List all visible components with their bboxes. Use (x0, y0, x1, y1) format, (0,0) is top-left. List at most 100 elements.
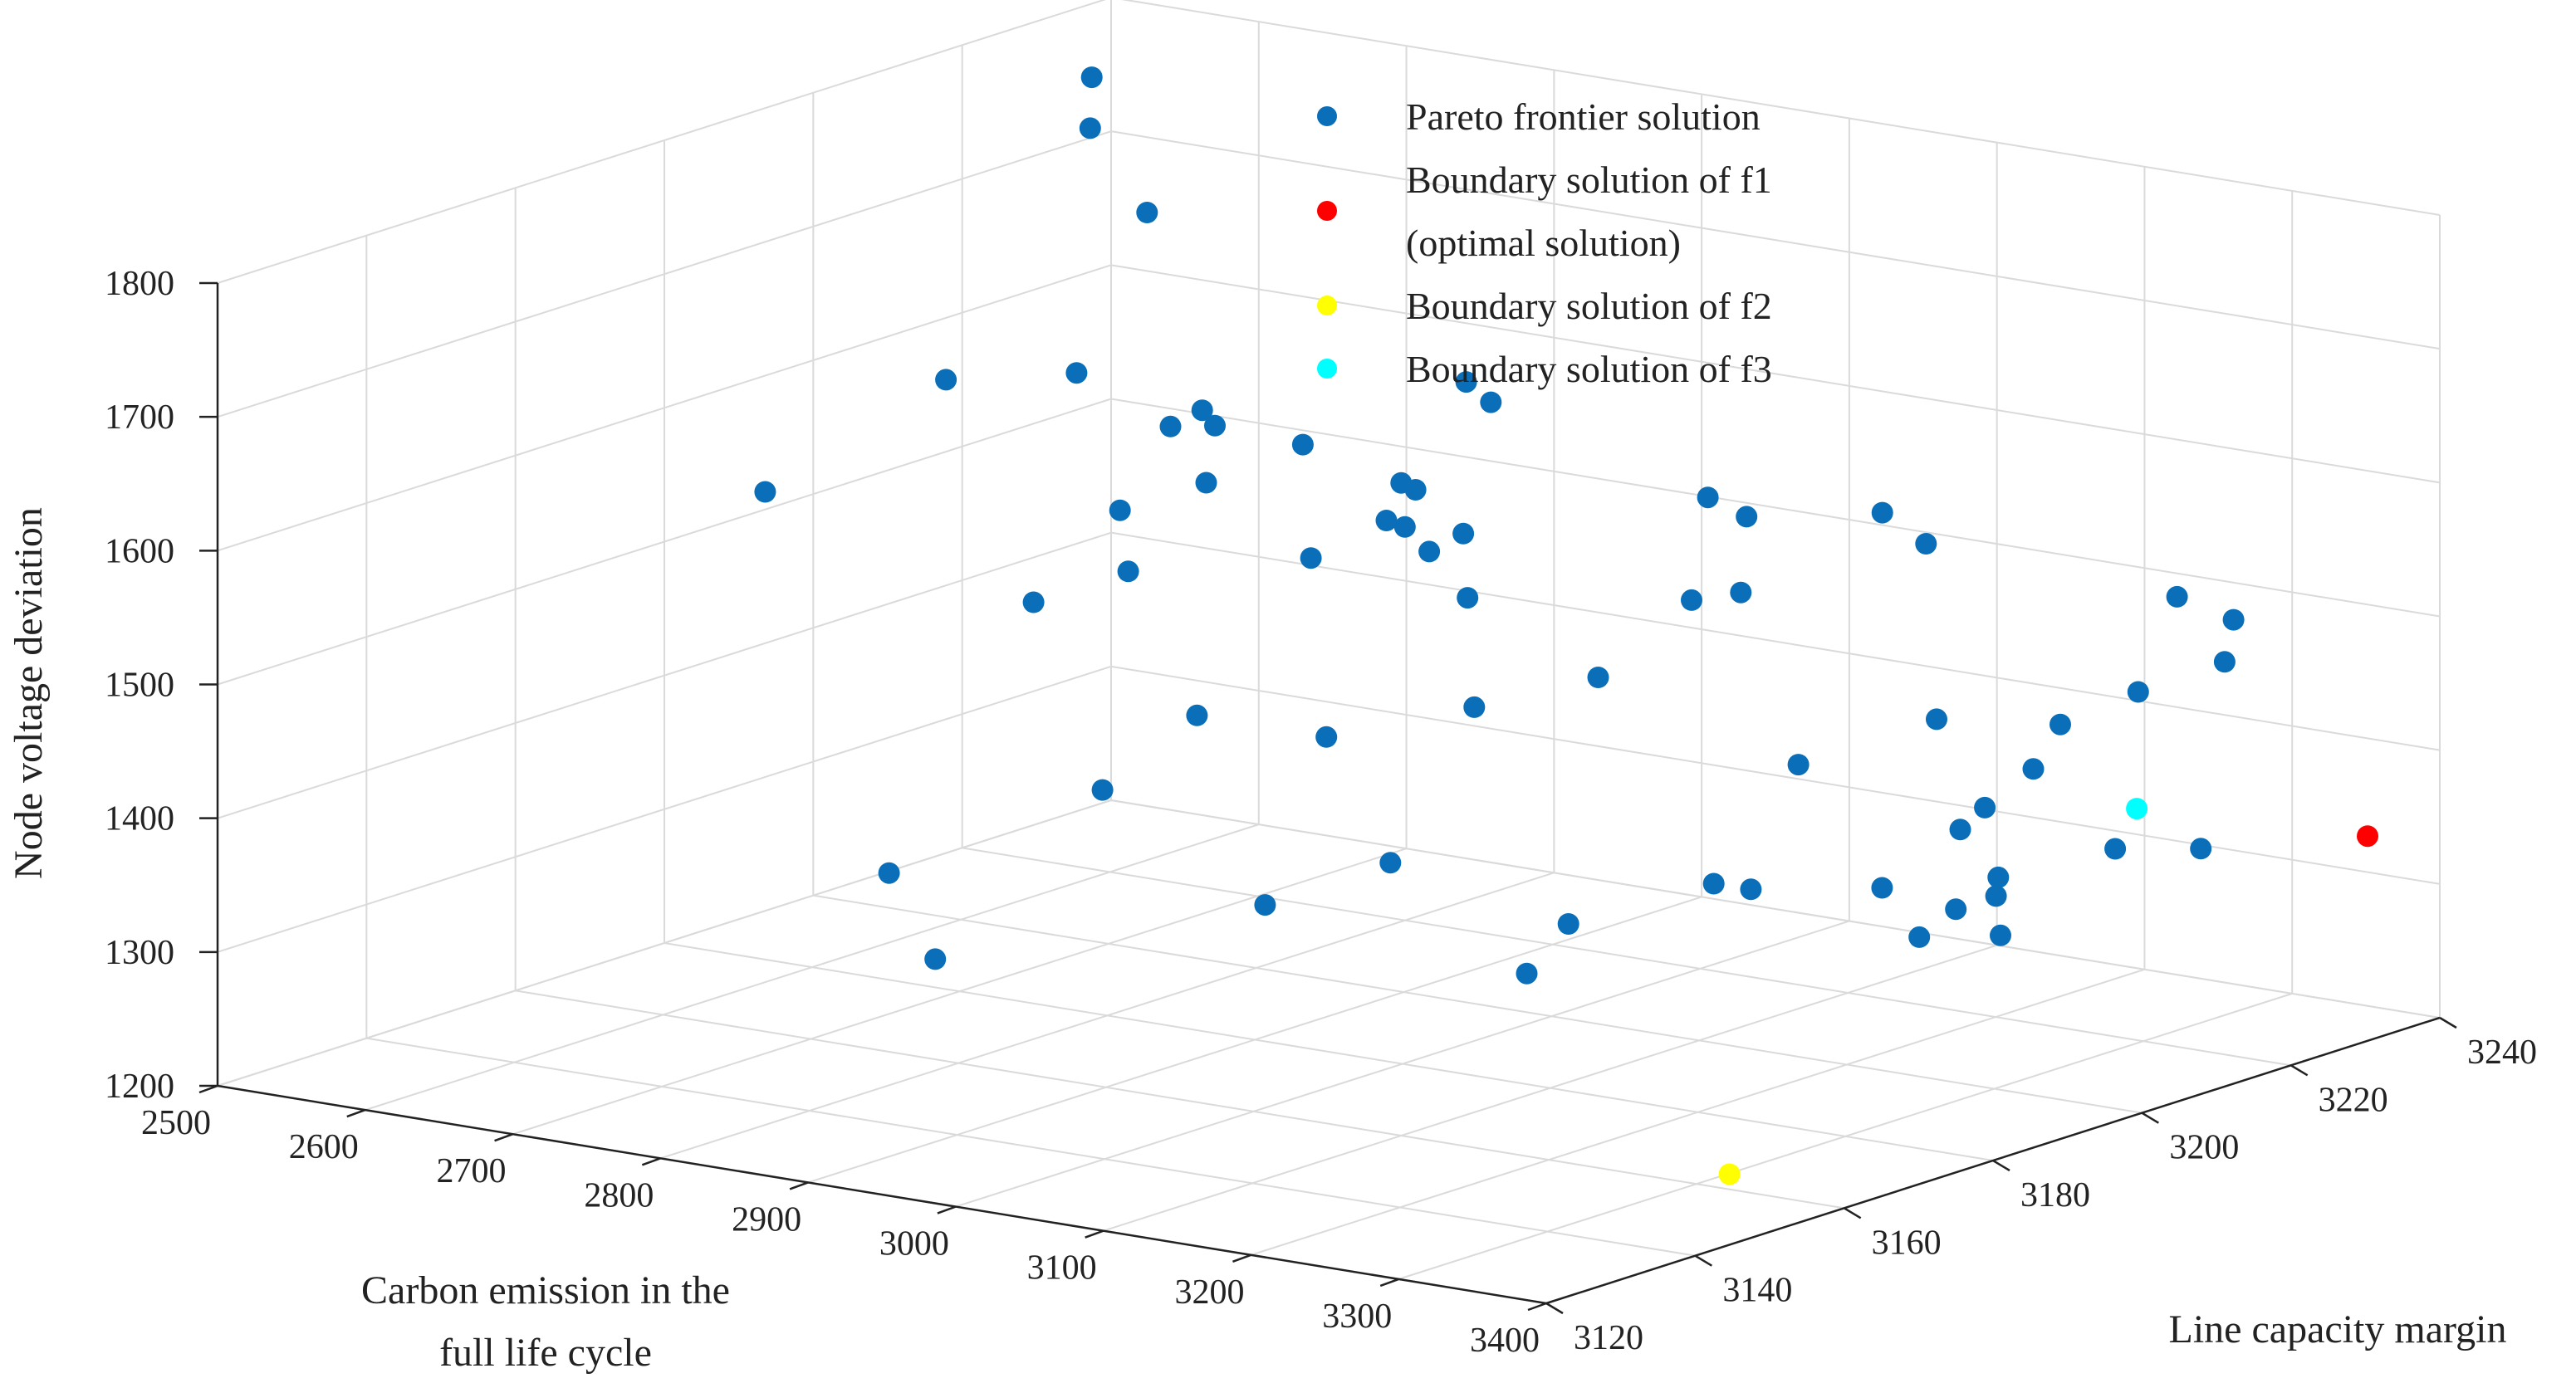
scatter-point (2222, 608, 2245, 631)
side-wall-gridline-z (1110, 799, 2441, 1019)
scatter-point (1455, 371, 1477, 393)
side-wall-gridline-z (1110, 398, 2441, 618)
axis-layer: 3120 3140 3160 3180 3200 3220 3240 3400 3300 3200… (7, 265, 2537, 1375)
y-tick-label: 2500 (141, 1104, 211, 1142)
scatter-point (1736, 506, 1758, 528)
scatter-point (935, 369, 957, 391)
back-wall-gridline-z (217, 264, 1112, 552)
scatter-point (1908, 926, 1931, 948)
scatter-point (1136, 202, 1158, 223)
scatter-point (1195, 472, 1217, 494)
scatter-point (1091, 779, 1114, 801)
floor-gridline-x (664, 942, 1994, 1161)
z-tick-label: 1600 (105, 532, 174, 570)
scatter-point (1681, 589, 1702, 611)
y-tick (789, 1181, 809, 1190)
y-tick-label: 3300 (1322, 1297, 1392, 1336)
scatter-point (2166, 585, 2188, 608)
y-tick-label: 3100 (1027, 1249, 1097, 1288)
scatter-point (1457, 587, 1479, 609)
back-wall-gridline-z (217, 665, 1112, 953)
scatter-point (1315, 726, 1338, 748)
legend-marker (1317, 106, 1337, 126)
scatter-point (1022, 591, 1045, 613)
z-tick-label: 1500 (105, 667, 174, 705)
scatter-point (924, 948, 947, 970)
y-tick-label: 2900 (732, 1200, 801, 1239)
scatter-point (1463, 696, 1486, 718)
y-tick (937, 1205, 957, 1214)
y-tick-label: 2700 (437, 1152, 507, 1190)
scatter-point (1990, 924, 2011, 946)
scatter-point (1186, 704, 1208, 726)
z-axis-label: Node voltage deviation (7, 507, 51, 879)
y-axis-line (217, 1084, 1547, 1305)
y-tick (198, 1084, 218, 1094)
floor-gridline-y (1103, 944, 1997, 1232)
x-tick-label: 3240 (2467, 1034, 2537, 1072)
scatter-point (1718, 1163, 1741, 1185)
floor-gridline-y (512, 848, 1407, 1136)
scatter-point (1949, 819, 1971, 841)
scatter-point (1452, 522, 1475, 545)
scatter-point (1871, 877, 1893, 899)
y-tick (641, 1157, 661, 1166)
x-tick (1844, 1207, 1862, 1219)
scatter-point (1974, 796, 1996, 819)
floor-gridline-y (1398, 992, 2293, 1280)
scatter-point (1109, 499, 1131, 521)
x-tick (1992, 1159, 2010, 1172)
z-tick-label: 1400 (105, 800, 174, 838)
scatter-point (878, 862, 900, 884)
floor-gridline-x (366, 1037, 1696, 1257)
scatter-point (1516, 962, 1538, 985)
floor-gridline-y (807, 896, 1702, 1184)
scatter-point (2190, 838, 2212, 860)
x-tick-label: 3120 (1574, 1319, 1643, 1357)
scatter-point (1587, 667, 1609, 688)
z-tick-label: 1700 (105, 398, 174, 437)
scatter-point (1702, 872, 1725, 895)
floor-gridline-y (1251, 968, 2145, 1256)
scatter-point (1065, 362, 1088, 384)
scatter-point (1404, 479, 1427, 501)
side-wall-gridline-z (1110, 665, 2441, 885)
scatter-point (1079, 117, 1101, 139)
floor-gridline-y (365, 823, 1260, 1112)
legend-label: (optimal solution) (1406, 222, 1681, 264)
x-tick-label: 3160 (1872, 1224, 1942, 1262)
scatter-point (1379, 852, 1402, 874)
scatter-point (1987, 866, 2010, 888)
back-wall-gridline-z (217, 531, 1112, 819)
x-axis-label: Line capacity margin (2169, 1307, 2507, 1351)
scatter-point (1191, 399, 1213, 422)
scatter-point (2126, 798, 2148, 820)
y-tick-label: 2600 (289, 1128, 359, 1166)
scatter-point (1159, 415, 1182, 437)
back-wall-gridline-z (217, 799, 1112, 1087)
y-axis-label-line: Carbon emission in the (361, 1268, 730, 1312)
x-tick-label: 3140 (1722, 1272, 1792, 1310)
z-tick-label: 1300 (105, 934, 174, 972)
legend-marker (1317, 359, 1337, 379)
y-tick (494, 1133, 513, 1142)
y-tick-label: 3400 (1470, 1322, 1540, 1360)
scatter-point (2357, 825, 2378, 848)
legend-label: Boundary solution of f2 (1406, 285, 1772, 327)
scatter-point (1985, 885, 2007, 907)
legend-marker (1317, 296, 1337, 315)
scatter-point (2127, 681, 2149, 703)
side-wall-gridline-z (1121, 0, 2441, 216)
x-tick-label: 3200 (2169, 1129, 2239, 1167)
floor-gridline-y (660, 872, 1555, 1160)
scatter-point (1945, 898, 1967, 921)
scatter-point (1480, 391, 1502, 413)
data-points (754, 66, 2378, 1185)
floor-gridline-x (813, 894, 2143, 1114)
legend-marker (1317, 201, 1337, 221)
y-tick (1379, 1278, 1399, 1288)
x-tick (2439, 1016, 2457, 1029)
scatter-point (2104, 838, 2127, 860)
legend-label: Pareto frontier solution (1406, 95, 1761, 138)
